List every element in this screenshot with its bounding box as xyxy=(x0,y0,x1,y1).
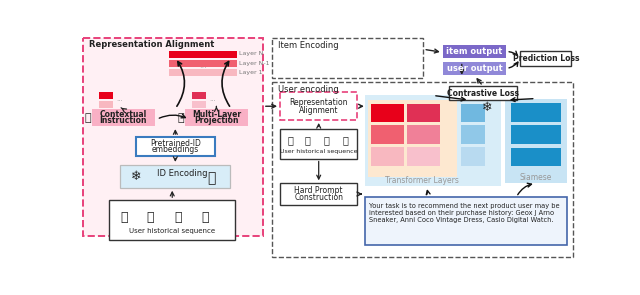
Bar xyxy=(193,92,206,99)
Text: user output: user output xyxy=(447,64,502,73)
Text: ⌚: ⌚ xyxy=(202,211,209,224)
Bar xyxy=(136,137,215,155)
Text: User historical sequence: User historical sequence xyxy=(129,228,215,234)
Bar xyxy=(520,51,572,66)
Bar xyxy=(280,92,358,120)
Bar xyxy=(169,51,237,58)
Bar xyxy=(443,62,506,76)
Text: Multi-Layer: Multi-Layer xyxy=(192,110,241,119)
Bar xyxy=(184,109,248,126)
Bar xyxy=(371,125,404,144)
Text: Alignment: Alignment xyxy=(299,106,339,114)
Bar xyxy=(365,197,566,245)
Bar xyxy=(511,103,561,122)
Text: 🔥: 🔥 xyxy=(84,113,91,123)
Bar xyxy=(280,183,358,205)
Text: Representation: Representation xyxy=(289,98,348,107)
Text: Projection: Projection xyxy=(194,116,239,125)
Text: item output: item output xyxy=(446,47,502,56)
Bar xyxy=(461,147,485,165)
Bar xyxy=(449,86,517,100)
Bar xyxy=(511,148,561,166)
Text: ...: ... xyxy=(209,96,216,102)
Text: Layer N: Layer N xyxy=(239,51,263,56)
Text: Your task is to recommend the next product user may be
interested based on their: Your task is to recommend the next produ… xyxy=(369,203,560,223)
Bar xyxy=(461,125,485,144)
Text: Representation Alignment: Representation Alignment xyxy=(90,40,214,49)
Bar xyxy=(371,104,404,122)
Text: Construction: Construction xyxy=(294,193,343,202)
Bar xyxy=(92,109,155,126)
Bar xyxy=(511,125,561,144)
Bar xyxy=(461,104,485,122)
Bar xyxy=(407,125,440,144)
Bar xyxy=(99,101,113,108)
Text: ⌚: ⌚ xyxy=(342,135,348,145)
Text: ❄️: ❄️ xyxy=(482,101,492,114)
Text: 𝓕: 𝓕 xyxy=(207,172,216,186)
Text: embeddings: embeddings xyxy=(152,145,199,154)
Text: 👗: 👗 xyxy=(174,211,181,224)
Text: Pretrained-ID: Pretrained-ID xyxy=(150,139,201,148)
Bar xyxy=(371,147,404,165)
Bar xyxy=(407,147,440,165)
Text: ID Encoding: ID Encoding xyxy=(157,170,207,178)
Bar xyxy=(99,92,113,99)
Text: User encoding: User encoding xyxy=(278,85,339,94)
Text: Contextual: Contextual xyxy=(100,110,147,119)
Bar xyxy=(443,45,506,58)
Text: 🔥: 🔥 xyxy=(177,113,184,123)
Text: Hard Prompt: Hard Prompt xyxy=(294,186,343,196)
Bar xyxy=(193,101,206,108)
Text: 👗: 👗 xyxy=(323,135,330,145)
Bar xyxy=(109,200,235,240)
Bar xyxy=(272,38,423,78)
Text: Siamese: Siamese xyxy=(520,173,552,182)
Text: 👟: 👟 xyxy=(146,211,154,224)
Text: Layer 1: Layer 1 xyxy=(239,70,262,75)
Text: Contrastive Loss: Contrastive Loss xyxy=(447,89,519,98)
Bar xyxy=(120,165,230,188)
Text: 🛍️: 🛍️ xyxy=(121,211,129,224)
Bar xyxy=(169,69,237,76)
Bar xyxy=(169,60,237,67)
Text: Layer N-1: Layer N-1 xyxy=(239,60,269,65)
Bar xyxy=(407,104,440,122)
Bar xyxy=(272,82,573,257)
Bar xyxy=(365,96,501,186)
Text: Item Encoding: Item Encoding xyxy=(278,41,339,50)
Text: ...: ... xyxy=(199,61,207,70)
Text: ❄️: ❄️ xyxy=(131,170,141,183)
Text: ...: ... xyxy=(116,96,123,102)
Bar xyxy=(83,38,263,236)
Bar xyxy=(505,99,566,183)
Text: Prediction Loss: Prediction Loss xyxy=(513,54,579,63)
Text: Instruction: Instruction xyxy=(100,116,147,125)
Text: Transformer Layers: Transformer Layers xyxy=(385,176,459,186)
Bar xyxy=(368,100,458,177)
Text: User historical sequence: User historical sequence xyxy=(280,149,358,154)
Bar xyxy=(280,129,358,159)
Text: 🛍️: 🛍️ xyxy=(288,135,294,145)
Text: 👟: 👟 xyxy=(305,135,311,145)
